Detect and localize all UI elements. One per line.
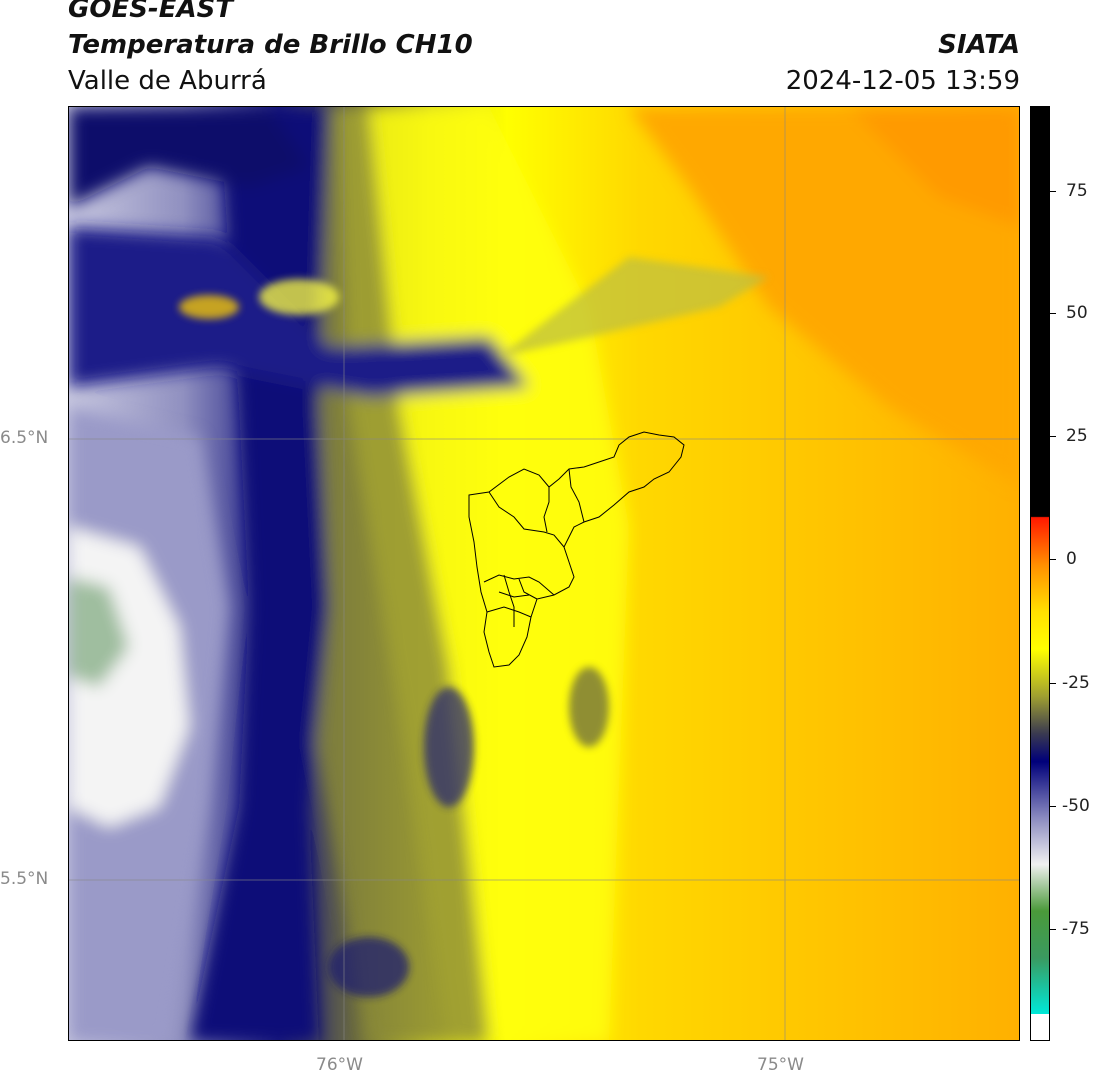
satellite-title: GOES-EAST — [68, 0, 234, 24]
organization-label: SIATA — [938, 30, 1020, 60]
lat-label-6-5: 6.5°N — [0, 428, 49, 448]
colorbar-tick — [1050, 683, 1056, 684]
colorbar-label-neg25: -25 — [1062, 673, 1090, 693]
colorbar-tick — [1050, 436, 1056, 437]
colorbar-label-75: 75 — [1066, 181, 1088, 201]
lon-label-76: 76°W — [316, 1055, 363, 1075]
timestamp: 2024-12-05 13:59 — [785, 66, 1020, 96]
colorbar-tick — [1050, 559, 1056, 560]
region-subtitle: Valle de Aburrá — [68, 66, 267, 96]
colorbar-label-50: 50 — [1066, 303, 1088, 323]
colorbar-tick — [1050, 806, 1056, 807]
lon-label-75: 75°W — [757, 1055, 804, 1075]
colorbar-tick — [1050, 191, 1056, 192]
colorbar-label-0: 0 — [1066, 549, 1077, 569]
colorbar-label-neg75: -75 — [1062, 919, 1090, 939]
colorbar — [1030, 106, 1050, 1041]
lat-label-5-5: 5.5°N — [0, 869, 49, 889]
municipal-boundaries — [468, 431, 685, 668]
map-raster — [69, 107, 1019, 1040]
colorbar-label-25: 25 — [1066, 426, 1088, 446]
brightness-temperature-map[interactable] — [68, 106, 1020, 1041]
colorbar-tick — [1050, 313, 1056, 314]
product-title: Temperatura de Brillo CH10 — [68, 30, 473, 60]
graticule — [69, 107, 1019, 1040]
colorbar-label-neg50: -50 — [1062, 796, 1090, 816]
colorbar-tick — [1050, 929, 1056, 930]
